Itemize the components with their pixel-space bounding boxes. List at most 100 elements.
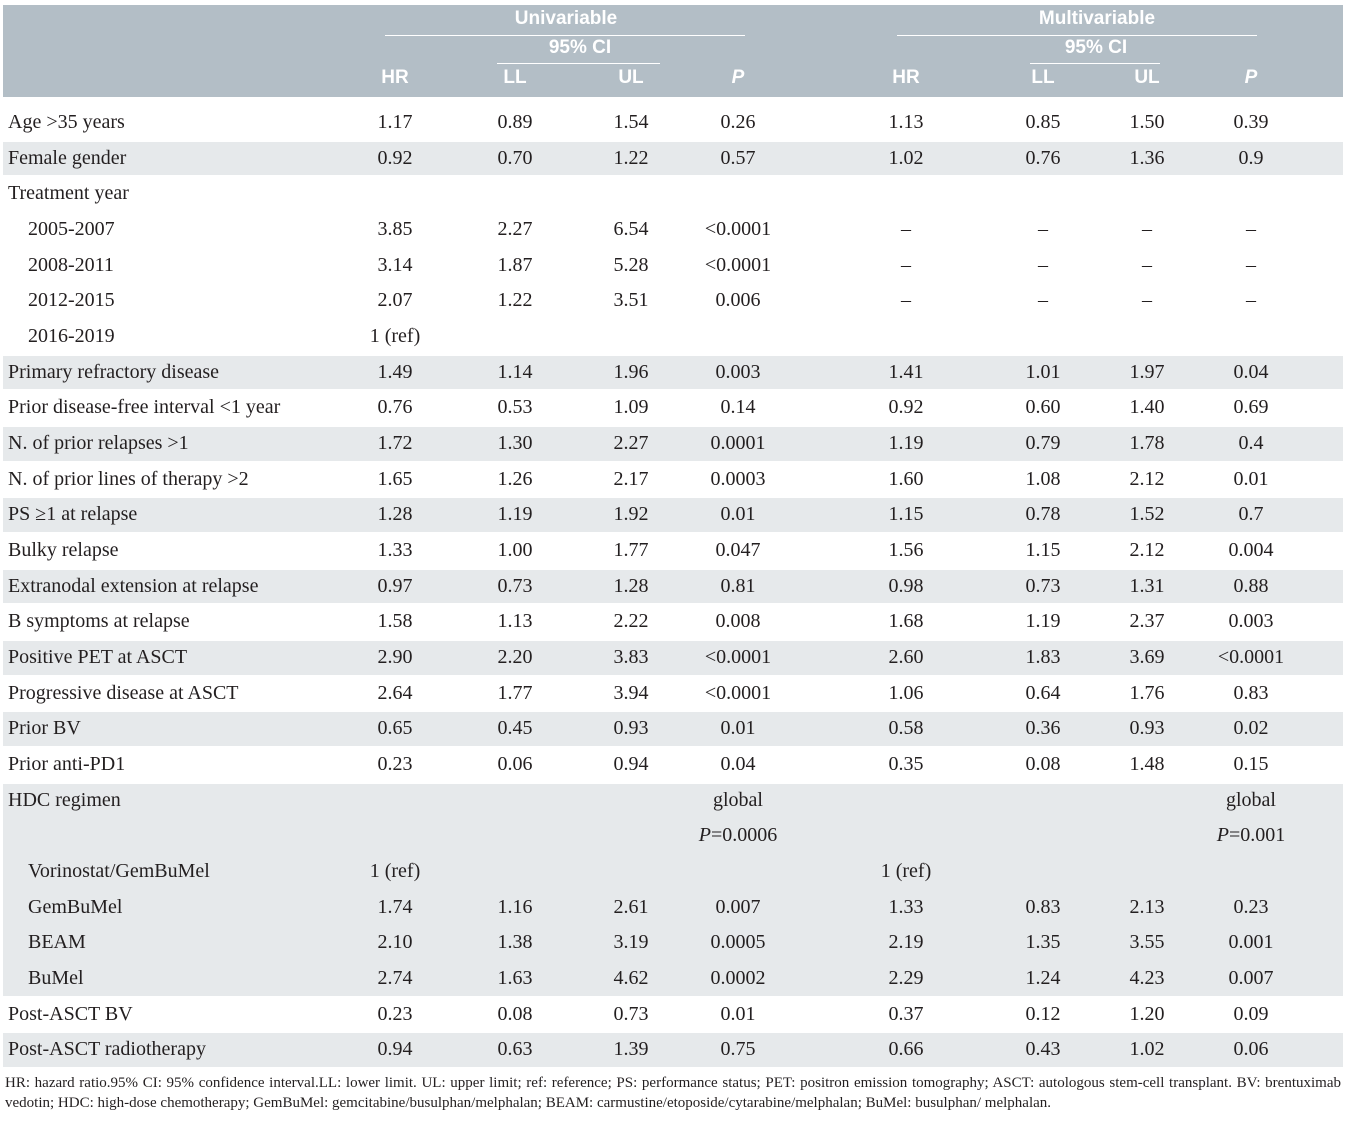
cell-line: P=0.0006	[698, 824, 778, 847]
cell: 1.28	[377, 503, 413, 526]
cell: 1.09	[613, 396, 649, 419]
group-heading: Multivariable	[1038, 8, 1156, 29]
cell: 0.70	[497, 146, 533, 169]
cell: 2.13	[1129, 895, 1165, 918]
row-background	[3, 783, 1343, 996]
cell: 1.41	[888, 360, 924, 383]
cell: 0.73	[1025, 574, 1061, 597]
cell: –	[901, 218, 911, 240]
cell: 1 (ref)	[369, 325, 421, 348]
cell: –	[1142, 289, 1152, 312]
row-background	[3, 641, 1343, 675]
cell: 1.01	[1025, 360, 1061, 383]
cell: 0.79	[1025, 432, 1061, 455]
cell: 0.003	[715, 360, 761, 383]
cell: 0.08	[1025, 753, 1061, 776]
cell: 1.19	[888, 432, 924, 455]
cell: 3.85	[377, 218, 413, 240]
group-rule	[897, 35, 1257, 36]
cell: 0.81	[720, 574, 756, 597]
cell: 1.13	[497, 610, 533, 633]
column-heading: P	[731, 67, 745, 88]
cell: 0.7	[1238, 503, 1264, 526]
cell: 1.22	[613, 146, 649, 169]
cell: 0.26	[720, 111, 756, 133]
cell: 2.90	[377, 646, 413, 669]
row-background	[3, 427, 1343, 461]
row-background	[3, 997, 1343, 1032]
cell: 3.14	[377, 253, 413, 276]
cell-line: global	[713, 788, 763, 811]
cell: 0.37	[888, 1002, 924, 1025]
cell: 1.13	[888, 111, 924, 133]
cell: 1.48	[1129, 753, 1165, 776]
cell: –	[901, 289, 911, 312]
cell: 1.96	[613, 360, 649, 383]
column-heading: P	[1244, 67, 1258, 88]
cell: 2.29	[888, 967, 924, 990]
cell: 0.0001	[710, 432, 766, 455]
row-background	[3, 355, 1343, 390]
cell: 1.72	[377, 432, 413, 455]
row-label: Positive PET at ASCT	[8, 646, 188, 669]
cell: 1.56	[888, 539, 924, 562]
cell: –	[1038, 218, 1048, 240]
cell: 1.35	[1025, 931, 1061, 954]
cell: 1.87	[497, 253, 533, 276]
row-label: BuMel	[28, 967, 84, 990]
cell: 0.006	[715, 289, 761, 312]
cell: 0.9	[1238, 146, 1264, 169]
cell: 3.83	[613, 646, 649, 669]
cell: <0.0001	[704, 253, 772, 276]
cell: <0.0001	[1217, 646, 1285, 669]
cell: 0.4	[1238, 432, 1264, 455]
cell: –	[1038, 253, 1048, 276]
cell: 1 (ref)	[369, 860, 421, 883]
cell: –	[1142, 253, 1152, 276]
row-label: B symptoms at relapse	[8, 610, 190, 633]
cell: 0.004	[1228, 539, 1274, 562]
cell: 0.73	[613, 1002, 649, 1025]
cell: 2.22	[613, 610, 649, 633]
cell: 1.19	[497, 503, 533, 526]
cell: <0.0001	[704, 646, 772, 669]
cell: 0.007	[715, 895, 761, 918]
cell: –	[1142, 218, 1152, 240]
row-background	[3, 569, 1343, 604]
cell: 0.57	[720, 146, 756, 169]
cell: 0.08	[497, 1002, 533, 1025]
cell: 0.23	[377, 753, 413, 776]
cell: 3.19	[613, 931, 649, 954]
cell: 0.36	[1025, 717, 1061, 740]
cell: 4.23	[1129, 967, 1165, 990]
row-label: Female gender	[8, 146, 127, 169]
cell: 2.17	[613, 467, 649, 490]
cell: 0.89	[497, 111, 533, 133]
cell: 1.58	[377, 610, 413, 633]
row-label: Prior anti-PD1	[8, 753, 126, 776]
cell: 2.20	[497, 646, 533, 669]
cell: 0.01	[720, 503, 756, 526]
footnote: HR: hazard ratio.95% CI: 95% confidence …	[5, 1075, 1341, 1111]
cell: 0.0002	[710, 967, 766, 990]
cell: 0.76	[1025, 146, 1061, 169]
cell: 0.047	[715, 539, 761, 562]
cell: 0.97	[377, 574, 413, 597]
cell: 1.52	[1129, 503, 1165, 526]
row-background	[3, 177, 1343, 354]
cell: 1.50	[1129, 111, 1165, 133]
row-background	[3, 106, 1343, 140]
cell: 1.14	[497, 360, 533, 383]
row-label: Bulky relapse	[8, 539, 119, 562]
row-background	[3, 712, 1343, 747]
cell: 0.64	[1025, 681, 1061, 704]
row-label: N. of prior lines of therapy >2	[8, 467, 249, 490]
cell: 0.0005	[710, 931, 766, 954]
row-label: Prior disease-free interval <1 year	[8, 396, 281, 419]
cell: <0.0001	[704, 218, 772, 240]
cell: 2.12	[1129, 467, 1165, 490]
cell: 0.14	[720, 396, 756, 419]
cell: 1.02	[888, 146, 924, 169]
cell: 1.31	[1129, 574, 1165, 597]
cell: 2.60	[888, 646, 924, 669]
